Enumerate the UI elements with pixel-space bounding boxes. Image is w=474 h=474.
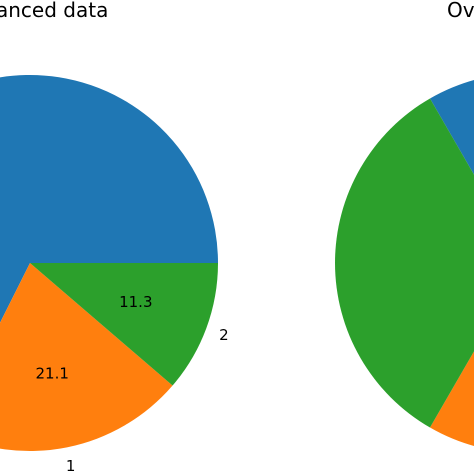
left-pie-category-label-2: 2	[219, 326, 229, 344]
left-pie: 21.1 1 11.3 2	[0, 75, 229, 474]
left-pie-slice-1	[0, 263, 173, 451]
left-chart-title: anced data	[0, 0, 108, 22]
right-pie-slice-1	[430, 351, 474, 446]
left-pie-category-label-1: 1	[66, 457, 76, 474]
right-chart-title: Ov	[447, 0, 474, 22]
left-pie-slice-2	[30, 263, 218, 386]
left-pie-slice-0	[0, 75, 218, 323]
right-pie-slice-0	[430, 80, 474, 175]
left-pie-value-label-2: 11.3	[119, 293, 152, 311]
left-pie-value-label-1: 21.1	[35, 365, 68, 383]
right-pie: 33.33(1,)	[335, 80, 474, 446]
right-pie-slice-2	[335, 98, 474, 428]
